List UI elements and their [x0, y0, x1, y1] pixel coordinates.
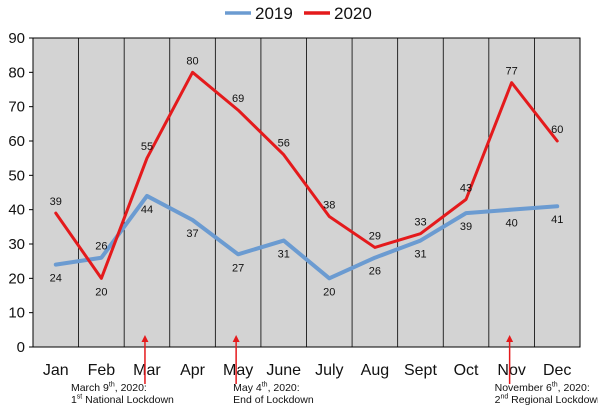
x-tick-label: July	[315, 362, 343, 379]
data-label: 31	[278, 249, 290, 261]
series-lines	[53, 70, 560, 281]
data-label: 44	[141, 204, 153, 216]
x-tick-label: Sept	[404, 362, 437, 379]
legend: 2019 2020	[225, 4, 372, 23]
x-tick-label: Oct	[454, 362, 479, 379]
annotation-text: End of Lockdown	[233, 394, 314, 406]
data-label: 55	[141, 141, 153, 153]
y-tick-label: 80	[8, 64, 25, 81]
gridlines	[78, 38, 535, 347]
data-label: 69	[232, 93, 244, 105]
y-tick-label: 30	[8, 236, 25, 253]
y-tick-label: 20	[8, 270, 25, 287]
x-tick-label: Jan	[43, 362, 69, 379]
arrow-head	[506, 335, 514, 342]
annotation-mar: March 9th, 2020: 1st National Lockdown	[70, 381, 174, 407]
y-tick-label: 90	[8, 30, 25, 47]
data-label: 33	[414, 217, 426, 229]
annotation-text: 1st National Lockdown	[70, 393, 174, 407]
annotation-text: 2nd Regional Lockdown	[494, 393, 598, 407]
annotation-date: November 6th, 2020:	[494, 381, 590, 395]
y-tick-label: 40	[8, 202, 25, 219]
x-tick-label: Mar	[133, 362, 161, 379]
data-label: 20	[95, 286, 107, 298]
data-label: 26	[369, 266, 381, 278]
x-tick-label: Aug	[361, 362, 389, 379]
y-tick-label: 10	[8, 305, 25, 322]
x-tick-label: Nov	[497, 362, 525, 379]
data-label: 27	[232, 262, 244, 274]
data-label: 38	[323, 200, 335, 212]
data-label: 77	[506, 66, 518, 78]
annotation-date: May 4th, 2020:	[233, 381, 300, 395]
y-tick-label: 0	[17, 339, 25, 356]
y-tick-label: 70	[8, 99, 25, 116]
y-tick-label: 60	[8, 133, 25, 150]
data-label: 29	[369, 230, 381, 242]
y-axis: 0 10 20 30 40 50 60 70 80 90	[8, 30, 33, 356]
x-tick-label: June	[266, 362, 301, 379]
data-label: 80	[186, 55, 198, 67]
series-line-2019	[53, 193, 560, 281]
data-label: 26	[95, 241, 107, 253]
annotation-nov: November 6th, 2020: 2nd Regional Lockdown	[494, 381, 598, 407]
data-label: 56	[278, 138, 290, 150]
series-line-2020	[54, 70, 559, 280]
legend-label: 2020	[334, 4, 372, 23]
x-tick-label: Dec	[543, 362, 571, 379]
arrow-head	[141, 335, 149, 342]
data-label: 60	[551, 124, 563, 136]
data-label: 39	[460, 221, 472, 233]
annotation-date: March 9th, 2020:	[70, 381, 147, 395]
x-tick-label: Feb	[88, 362, 116, 379]
x-axis: Jan Feb Mar Apr May June July Aug Sept Oct Nov Dec	[43, 362, 572, 379]
data-label: 41	[551, 214, 563, 226]
annotation-arrows	[141, 335, 514, 384]
data-label: 20	[323, 286, 335, 298]
data-label: 40	[506, 218, 518, 230]
data-label: 43	[460, 182, 472, 194]
legend-label: 2019	[255, 4, 293, 23]
x-tick-label: Apr	[180, 362, 206, 379]
data-label: 24	[50, 273, 62, 285]
annotation-may: May 4th, 2020: End of Lockdown	[233, 381, 314, 407]
arrow-head	[232, 335, 240, 342]
data-label: 37	[186, 228, 198, 240]
y-tick-label: 50	[8, 167, 25, 184]
data-label: 31	[414, 249, 426, 261]
data-labels: 24 26 44 37 27 31 20 26 31 39 40 41 39 20 55 80 69 56 38 29…	[50, 55, 564, 298]
x-tick-label: May	[223, 362, 253, 379]
data-label: 39	[50, 196, 62, 208]
